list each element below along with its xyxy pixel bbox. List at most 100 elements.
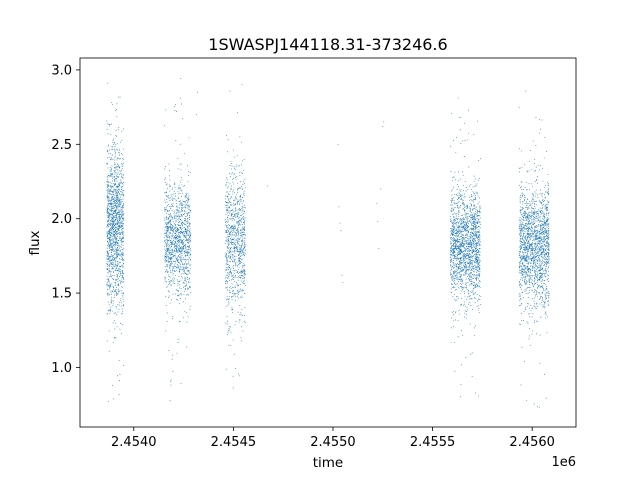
scatter-point (106, 208, 108, 209)
scatter-point (461, 219, 463, 221)
scatter-point (181, 213, 183, 215)
scatter-point (242, 278, 244, 280)
scatter-point (461, 218, 463, 220)
scatter-point (172, 371, 174, 373)
scatter-point (172, 252, 174, 253)
scatter-point (121, 220, 123, 222)
scatter-point (115, 264, 117, 266)
scatter-point (463, 260, 464, 262)
scatter-point (116, 197, 118, 199)
scatter-point (185, 247, 187, 248)
scatter-point (463, 228, 465, 229)
scatter-point (170, 252, 172, 254)
scatter-point (165, 330, 167, 332)
scatter-point (241, 229, 243, 231)
scatter-point (188, 270, 190, 271)
scatter-point (111, 259, 113, 261)
scatter-point (463, 222, 464, 223)
scatter-point (122, 259, 123, 261)
scatter-point (478, 233, 480, 235)
scatter-point (471, 283, 473, 285)
scatter-point (120, 225, 122, 226)
scatter-point (107, 232, 109, 234)
scatter-point (469, 235, 471, 237)
scatter-point (186, 255, 188, 257)
scatter-point (107, 177, 109, 179)
scatter-point (236, 229, 238, 231)
scatter-point (114, 238, 116, 239)
scatter-point (111, 207, 113, 209)
scatter-point (477, 245, 478, 247)
scatter-point (164, 242, 166, 244)
scatter-point (470, 262, 472, 263)
scatter-point (230, 168, 232, 170)
scatter-point (164, 279, 166, 281)
scatter-point (450, 253, 452, 255)
scatter-point (467, 253, 469, 255)
scatter-point (479, 296, 481, 298)
scatter-point (117, 212, 119, 214)
scatter-point (108, 258, 110, 260)
scatter-point (472, 192, 474, 194)
scatter-point (110, 173, 111, 175)
scatter-point (117, 232, 119, 234)
scatter-point (181, 256, 183, 258)
scatter-point (466, 241, 468, 243)
scatter-point (238, 289, 240, 291)
scatter-point (177, 190, 179, 192)
scatter-point (478, 280, 480, 282)
scatter-point (168, 184, 170, 186)
scatter-point (471, 252, 473, 254)
scatter-point (177, 246, 179, 248)
scatter-point (122, 277, 124, 278)
scatter-point (169, 247, 171, 249)
scatter-point (459, 260, 461, 262)
scatter-point (175, 236, 177, 238)
scatter-point (116, 251, 118, 253)
scatter-point (244, 220, 246, 222)
scatter-point (186, 203, 188, 205)
scatter-point (469, 216, 471, 218)
scatter-point (476, 232, 478, 234)
scatter-point (469, 256, 471, 257)
scatter-point (239, 260, 240, 261)
scatter-point (185, 236, 186, 238)
scatter-point (114, 168, 116, 170)
scatter-point (179, 216, 181, 218)
scatter-point (116, 292, 118, 294)
scatter-point (451, 273, 452, 275)
scatter-point (227, 246, 229, 248)
scatter-point (166, 263, 168, 265)
scatter-point (114, 146, 116, 147)
scatter-point (186, 231, 188, 233)
scatter-point (236, 295, 238, 297)
scatter-point (458, 240, 459, 242)
scatter-point (457, 207, 459, 209)
scatter-point (118, 148, 120, 150)
scatter-point (477, 285, 478, 287)
scatter-point (225, 268, 227, 270)
scatter-point (467, 296, 469, 298)
scatter-point (242, 197, 244, 198)
scatter-point (226, 269, 228, 271)
scatter-point (166, 187, 168, 189)
scatter-point (164, 208, 166, 210)
scatter-point (243, 237, 245, 239)
scatter-point (110, 301, 112, 303)
scatter-point (238, 208, 240, 210)
scatter-point (114, 190, 116, 191)
scatter-point (457, 336, 459, 338)
scatter-point (116, 257, 117, 259)
scatter-point (167, 271, 169, 273)
scatter-point (113, 213, 115, 214)
scatter-point (181, 228, 183, 230)
scatter-point (452, 314, 454, 315)
scatter-point (453, 257, 455, 259)
scatter-point (460, 198, 462, 200)
scatter-point (457, 97, 459, 99)
scatter-point (117, 265, 118, 267)
scatter-point (242, 275, 244, 277)
scatter-point (241, 253, 243, 255)
scatter-point (466, 272, 467, 274)
scatter-point (173, 216, 175, 218)
